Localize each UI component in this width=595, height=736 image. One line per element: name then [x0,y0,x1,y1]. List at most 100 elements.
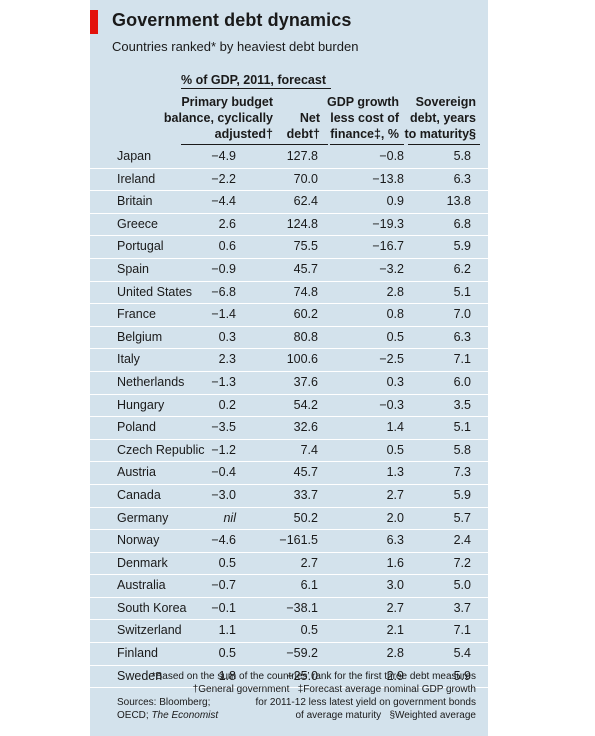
net-debt-cell: 7.4 [300,442,318,457]
header-net-debt: Net debt† [286,111,320,141]
primary-balance-cell: −3.0 [211,487,236,502]
net-debt-cell: 32.6 [293,420,318,435]
gdp-growth-cell: −2.5 [379,352,404,367]
country-cell: Czech Republic [117,442,205,457]
country-cell: Poland [117,420,156,435]
gdp-growth-cell: 2.1 [386,623,404,638]
footnote-star: *Based on the sum of the countries’ rank… [151,671,476,682]
primary-balance-cell: −0.1 [211,600,236,615]
maturity-cell: 3.5 [453,397,471,412]
table-row: Hungary 0.2 54.2 −0.3 3.5 [90,395,488,418]
primary-balance-cell: −6.8 [211,284,236,299]
maturity-cell: 6.3 [453,329,471,344]
net-debt-cell: 54.2 [293,397,318,412]
gdp-growth-cell: 1.4 [386,420,404,435]
country-cell: Switzerland [117,623,182,638]
header-gdp-growth: GDP growth less cost of finance‡, % [327,95,399,141]
net-debt-cell: 33.7 [293,487,318,502]
primary-balance-cell: 2.6 [218,216,236,231]
maturity-cell: 6.3 [453,171,471,186]
maturity-cell: 2.4 [453,533,471,548]
gdp-growth-cell: 1.3 [386,465,404,480]
maturity-cell: 5.8 [453,442,471,457]
table-row: Britain −4.4 62.4 0.9 13.8 [90,191,488,214]
table-row: Netherlands −1.3 37.6 0.3 6.0 [90,372,488,395]
maturity-cell: 5.9 [453,668,471,683]
primary-balance-cell: 0.6 [218,239,236,254]
net-debt-cell: 37.6 [293,374,318,389]
net-debt-cell: 127.8 [286,149,318,163]
gdp-growth-cell: 2.8 [386,284,404,299]
table-row: Italy 2.3 100.6 −2.5 7.1 [90,349,488,372]
primary-balance-cell: −1.4 [211,307,236,322]
sources-line-2: OECD; The Economist [117,710,219,721]
maturity-cell: 5.9 [453,487,471,502]
primary-balance-cell: 0.5 [218,646,236,661]
primary-balance-cell: 1.1 [218,623,236,638]
net-debt-cell: −38.1 [286,600,318,615]
gdp-growth-cell: 0.5 [386,329,404,344]
net-debt-cell: 124.8 [286,216,318,231]
footnote-ddagger-2: for 2011-12 less latest yield on governm… [255,697,476,708]
table-row: Norway −4.6 −161.5 6.3 2.4 [90,530,488,553]
gdp-growth-cell: 6.3 [386,533,404,548]
table-row: Denmark 0.5 2.7 1.6 7.2 [90,553,488,576]
accent-bar [90,10,98,34]
country-cell: Spain [117,261,149,276]
gdp-growth-cell: 0.9 [386,194,404,209]
primary-balance-cell: −1.3 [211,374,236,389]
gdp-growth-cell: −3.2 [379,261,404,276]
net-debt-cell: −25.0 [286,668,318,683]
table-row: Switzerland 1.1 0.5 2.1 7.1 [90,620,488,644]
net-debt-cell: 2.7 [300,555,318,570]
gdp-growth-cell: 2.7 [386,600,404,615]
primary-balance-cell: −1.2 [211,442,236,457]
maturity-cell: 5.9 [453,239,471,254]
header-rule-1 [181,144,328,145]
country-cell: Britain [117,194,153,209]
net-debt-cell: 74.8 [293,284,318,299]
gdp-growth-cell: −19.3 [372,216,404,231]
table-row: Belgium 0.3 80.8 0.5 6.3 [90,327,488,350]
country-cell: Australia [117,578,166,593]
net-debt-cell: −59.2 [286,646,318,661]
gdp-growth-cell: 1.6 [386,555,404,570]
country-cell: Norway [117,533,160,548]
primary-balance-cell: −4.6 [211,533,236,548]
table-row: Japan −4.9 127.8 −0.8 5.8 [90,146,488,169]
primary-balance-cell: −4.4 [211,194,236,209]
maturity-cell: 5.8 [453,149,471,163]
country-cell: Finland [117,646,158,661]
gdp-growth-cell: 0.5 [386,442,404,457]
header-maturity: Sovereign debt, years to maturity§ [404,95,476,141]
net-debt-cell: 80.8 [293,329,318,344]
primary-balance-cell: −3.5 [211,420,236,435]
country-cell: Netherlands [117,374,185,389]
primary-balance-cell: 2.3 [218,352,236,367]
table-row: Poland −3.5 32.6 1.4 5.1 [90,417,488,440]
net-debt-cell: 45.7 [293,261,318,276]
gdp-growth-cell: −16.7 [372,239,404,254]
net-debt-cell: −161.5 [279,533,318,548]
net-debt-cell: 60.2 [293,307,318,322]
gdp-growth-cell: −0.3 [379,397,404,412]
header-primary-balance: Primary budget balance, cyclically adjus… [163,95,273,141]
country-cell: Portugal [117,239,164,254]
country-cell: Austria [117,465,156,480]
net-debt-cell: 62.4 [293,194,318,209]
primary-balance-cell: −0.4 [211,465,236,480]
footnote-ddagger-3-line: of average maturity §Weighted average [295,710,477,721]
table-body: Japan −4.9 127.8 −0.8 5.8 Ireland −2.2 70.0 −13.… [90,146,488,689]
maturity-cell: 5.0 [453,578,471,593]
header-rule-2 [330,144,404,145]
country-cell: United States [117,284,193,299]
table-row: Portugal 0.6 75.5 −16.7 5.9 [90,236,488,259]
net-debt-cell: 100.6 [286,352,318,367]
country-cell: France [117,307,156,322]
maturity-cell: 6.0 [453,374,471,389]
country-cell: Germany [117,510,169,525]
primary-balance-cell: nil [223,510,236,525]
country-cell: Sweden [117,668,163,683]
primary-balance-cell: 0.2 [218,397,236,412]
maturity-cell: 5.1 [453,284,471,299]
